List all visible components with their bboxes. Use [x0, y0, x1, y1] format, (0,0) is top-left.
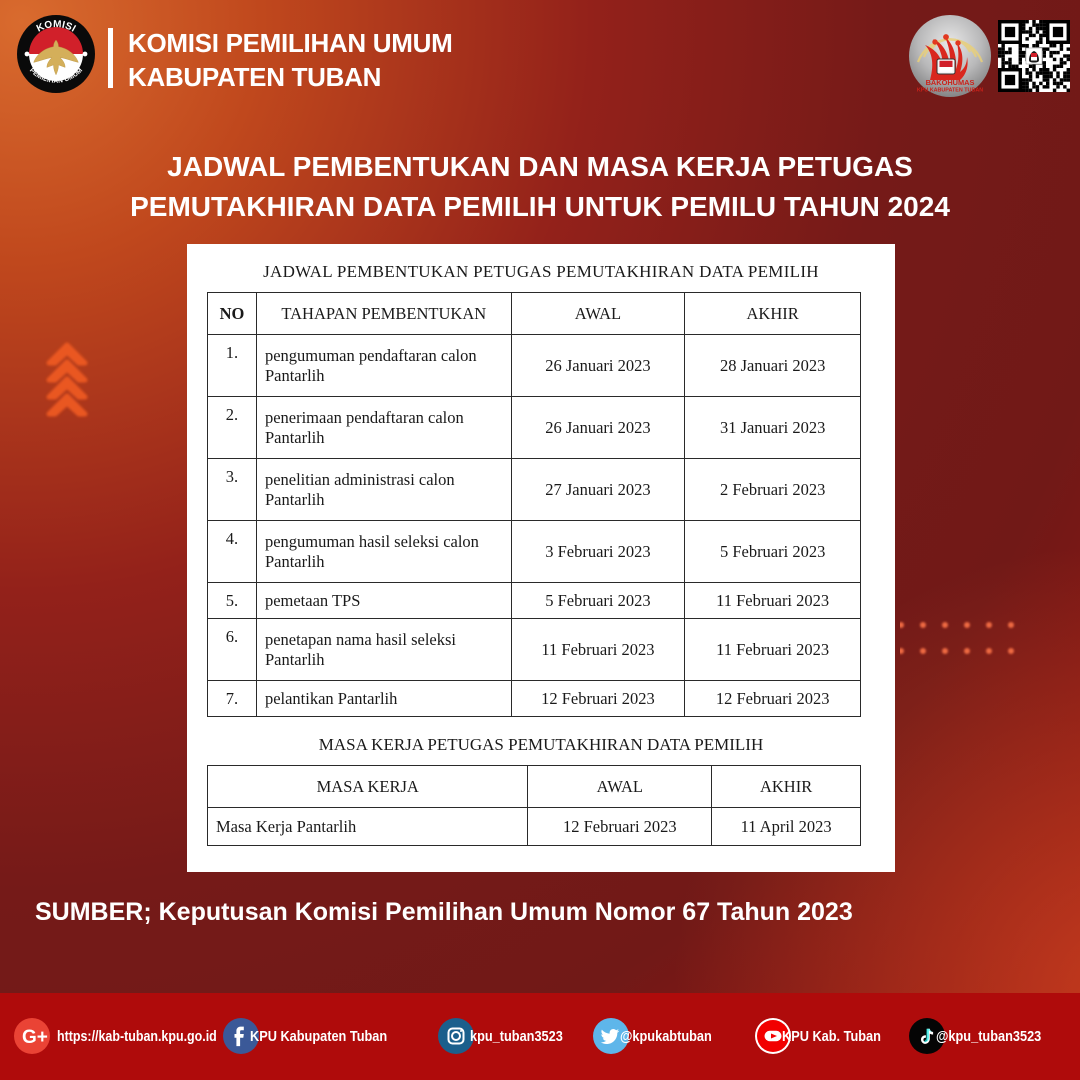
svg-text:BAKOHUMAS: BAKOHUMAS [926, 78, 975, 87]
svg-text:G+: G+ [22, 1027, 48, 1048]
svg-text:KPU KABUPATEN TUBAN: KPU KABUPATEN TUBAN [917, 88, 983, 94]
